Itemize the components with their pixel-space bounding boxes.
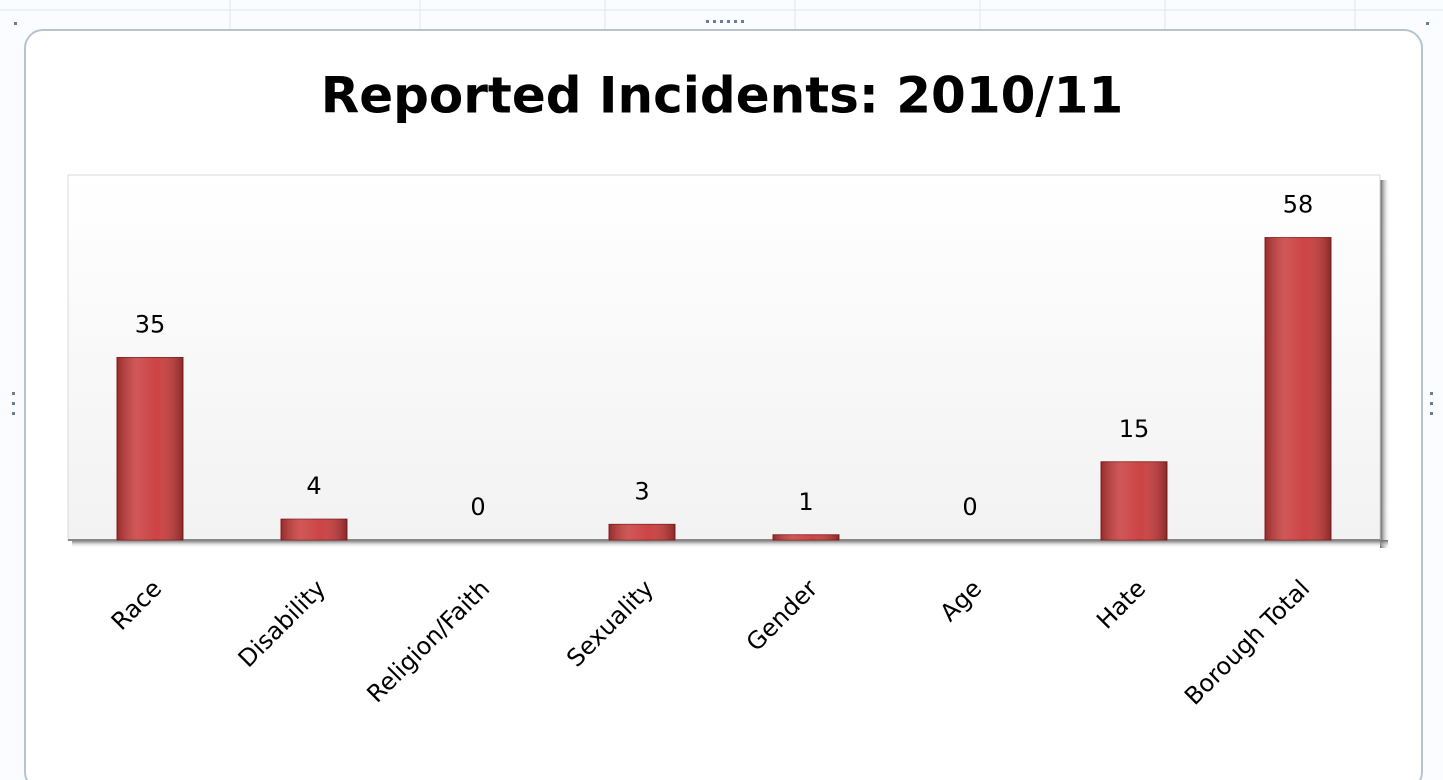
bar-shade (281, 519, 347, 540)
plot-shadow (1380, 180, 1390, 548)
bar-shade (1101, 461, 1167, 540)
data-label: 0 (962, 493, 977, 521)
bar-shade (609, 524, 675, 540)
data-label: 4 (306, 472, 321, 500)
data-label: 3 (634, 477, 649, 505)
data-label: 58 (1283, 191, 1314, 219)
plot-area (67, 174, 1381, 541)
plot-shadow (72, 540, 1388, 548)
data-label: 15 (1119, 415, 1150, 443)
chart-title: Reported Incidents: 2010/11 (321, 67, 1124, 125)
resize-handles (12, 20, 1433, 415)
bar-shade (773, 534, 839, 540)
bar-shade (1265, 237, 1331, 541)
data-label: 0 (470, 493, 485, 521)
data-label: 35 (135, 311, 166, 339)
data-label: 1 (798, 488, 813, 516)
bar-shade (117, 357, 183, 540)
